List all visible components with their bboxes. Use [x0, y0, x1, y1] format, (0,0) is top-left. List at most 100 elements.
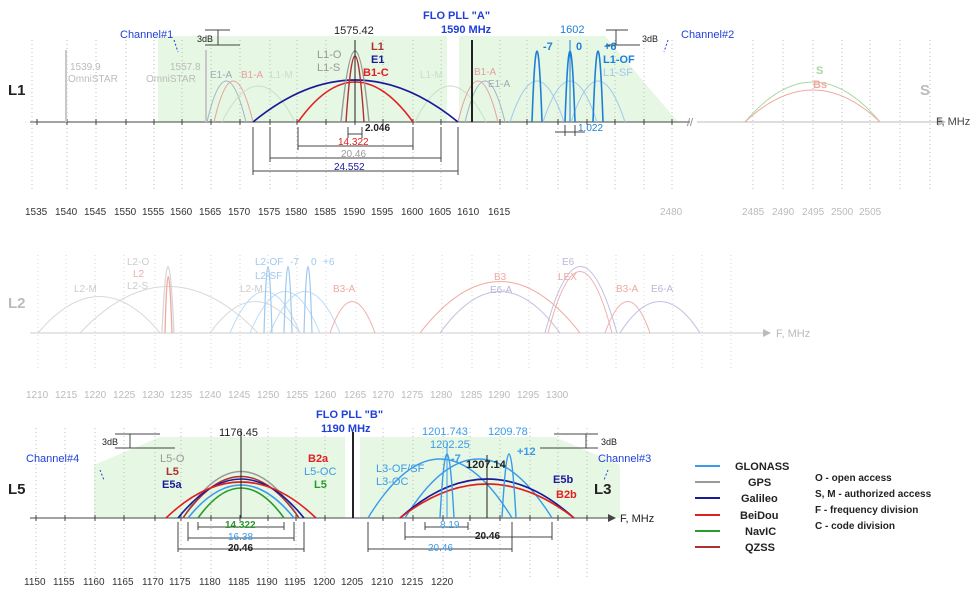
channel-4-label: Channel#4: [26, 453, 79, 465]
l5-tick: 1205: [341, 577, 364, 588]
l5-3db-left-bracket: [115, 433, 175, 449]
l2-tick: 1210: [26, 390, 49, 401]
sig-l1: L1: [371, 41, 384, 53]
l2-tick: 1260: [314, 390, 337, 401]
sig-b2a: B2a: [308, 453, 329, 465]
legend-label-gps: GPS: [748, 477, 771, 489]
pll-a-freq: 1590 MHz: [441, 24, 492, 36]
l3-band-label: L3: [594, 481, 612, 498]
sig-l2-m7: -7: [290, 257, 299, 268]
l1-3db-right-bracket: [606, 29, 640, 46]
l5-band: L5 L3 F, MHz FLO PLL "B" 1190 MHz Channe…: [8, 409, 654, 588]
l2-gps-peak: [161, 265, 175, 334]
l2-glonass-m7: [263, 265, 273, 334]
sig-b1c: B1-C: [363, 67, 389, 79]
l2-wide-arc: [79, 286, 259, 334]
l5-tick: 1150: [24, 577, 46, 588]
s-tick: 2485: [742, 207, 765, 218]
l1-tick: 1610: [457, 207, 480, 218]
l1-tick: 1560: [170, 207, 193, 218]
legend-label-glonass: GLONASS: [735, 461, 789, 473]
bw-l3-819: 8.19: [440, 520, 460, 531]
l3-freq-120225: 1202.25: [430, 439, 470, 451]
l1-tick: 1565: [199, 207, 222, 218]
l3-glonass-sf-arc: [404, 458, 553, 519]
l5-tick: 1195: [284, 577, 306, 588]
sig-l3-m7: -7: [451, 453, 461, 465]
l1-tick: 1545: [84, 207, 107, 218]
s-band-label: S: [920, 82, 930, 99]
e1a-right-arc: [464, 80, 506, 123]
l5-3db-right: 3dB: [601, 437, 617, 447]
l2m-mid-arc: [209, 301, 301, 334]
l2m-left-arc: [37, 296, 161, 334]
sig-l2o: L2-O: [127, 257, 149, 268]
channel-3-arrow: [603, 469, 609, 481]
sig-l3of: L3-OF/SF: [376, 463, 425, 475]
sig-l2-0: 0: [311, 257, 317, 268]
legend: GLONASS GPS Galileo BeiDou NavIC QZSS O …: [695, 461, 932, 554]
pll-b-title: FLO PLL "B": [316, 409, 383, 421]
sig-e6a-right: E6-A: [651, 284, 674, 295]
l1-tick: 1585: [314, 207, 337, 218]
s-tick: 2505: [859, 207, 882, 218]
l5-tick: 1220: [431, 577, 454, 588]
sig-glonass-0: 0: [576, 41, 582, 53]
l1-band: //: [8, 10, 970, 218]
glonass-l1sf-arc-3: [570, 80, 626, 123]
l1-tick: 1535: [25, 207, 48, 218]
b1a-right-arc: [457, 80, 499, 123]
sig-l5o: L5-O: [160, 453, 185, 465]
sig-b3a-left: B3-A: [333, 284, 356, 295]
l1-passband: [158, 36, 678, 122]
l1-tick-labels-mid: 1595: [488, 207, 511, 218]
l1-tick: 1555: [142, 207, 165, 218]
omnistar-1-name: OmniSTAR: [68, 74, 118, 85]
sig-b3a-right: B3-A: [616, 284, 639, 295]
sig-e5a: E5a: [162, 479, 182, 491]
legend-label-galileo: Galileo: [741, 493, 778, 505]
l1-3db-left: 3dB: [197, 34, 213, 44]
bw-l1-2046b: 20.46: [341, 149, 366, 160]
omnistar-1-freq: 1539.9: [70, 62, 101, 73]
l2-tick: 1295: [517, 390, 540, 401]
l1-axis-unit: F, MHz: [936, 116, 970, 128]
l2-band: L2 F, MHz L2-M L2-O L2 L2-S L2-M L2-OF -…: [8, 255, 810, 401]
l2-tick: 1225: [113, 390, 136, 401]
l2-tick: 1275: [401, 390, 424, 401]
l5-tick: 1155: [53, 577, 75, 588]
l5-gridlines: [35, 428, 588, 578]
l5-3db-left: 3dB: [102, 437, 118, 447]
l1-tick: 1605: [429, 207, 452, 218]
l2-qzss-peak: [164, 276, 173, 334]
l2-glonass-arc-3: [269, 291, 341, 334]
sig-e5b: E5b: [553, 474, 573, 486]
l5-axis-unit: F, MHz: [620, 513, 654, 525]
l1-tick: 1615: [488, 207, 511, 218]
s-tick: 2500: [831, 207, 854, 218]
bw-l5-1638: 16.38: [228, 532, 253, 543]
l1-gridlines: [31, 40, 931, 190]
l2-tick: 1240: [199, 390, 222, 401]
l2-tick: 1285: [460, 390, 483, 401]
bw-l1-2046: 2.046: [365, 123, 390, 134]
sig-l2m-left: L2-M: [74, 284, 97, 295]
channel-2-arrow: [663, 39, 669, 53]
l1-axis-break: //: [687, 117, 694, 129]
l1-tick: 1540: [55, 207, 78, 218]
l1-3db-right: 3dB: [642, 34, 658, 44]
l2-glonass-arc-1: [229, 291, 301, 334]
sig-l2sf: L2-SF: [255, 271, 282, 282]
sig-l2of: L2-OF: [255, 257, 283, 268]
sig-b1a-left: B1-A: [241, 70, 264, 81]
b3-arc: [419, 281, 581, 334]
l1-3db-left-bracket: [205, 29, 240, 46]
l2-tick: 1255: [286, 390, 309, 401]
sig-bs: Bs: [813, 79, 827, 91]
sig-l1s: L1-S: [317, 62, 340, 74]
sig-l1m-left: L1-M: [270, 70, 293, 81]
l2-tick: 1265: [344, 390, 367, 401]
sig-l2: L2: [133, 269, 145, 280]
sig-e1: E1: [371, 54, 384, 66]
